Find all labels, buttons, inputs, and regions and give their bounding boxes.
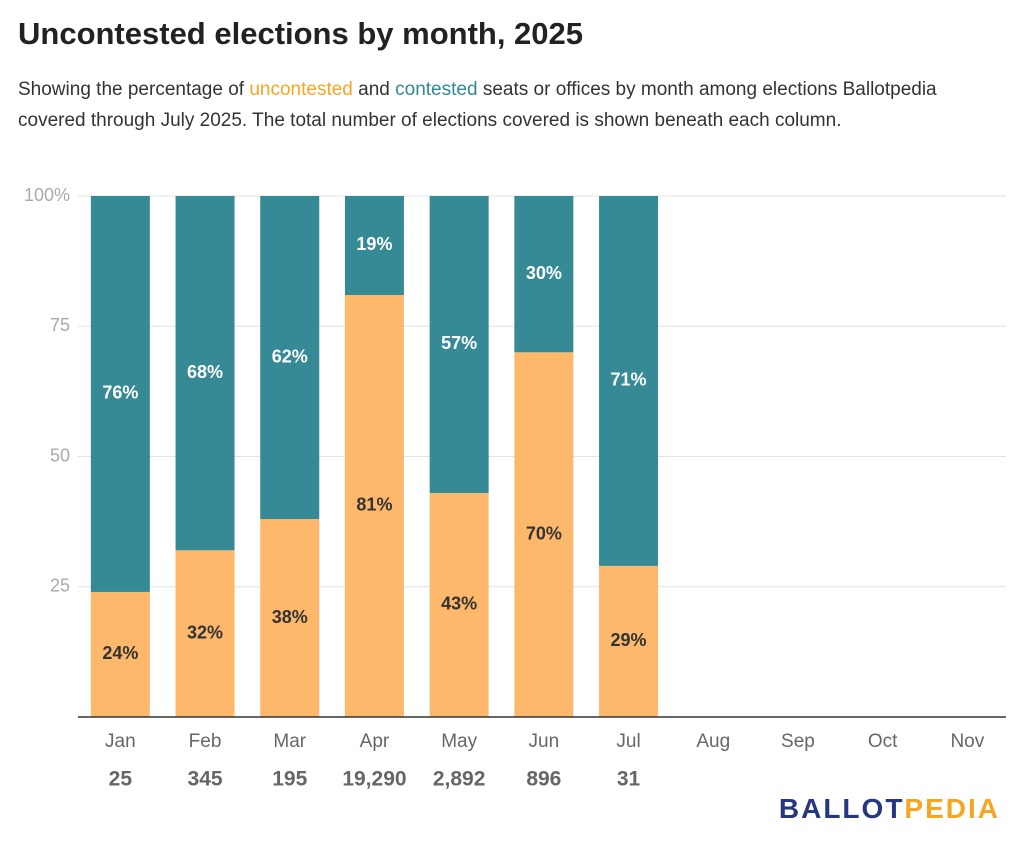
x-tick-label: Jun <box>529 731 560 752</box>
subtitle-text: Showing the percentage of <box>18 79 250 100</box>
bar-segment <box>260 196 320 520</box>
data-label: 32% <box>187 622 223 642</box>
data-label: 19% <box>356 234 392 254</box>
data-label: 71% <box>611 370 647 390</box>
subtitle-text: seats or offices by month among election… <box>18 79 937 131</box>
data-label: 76% <box>102 383 138 403</box>
data-label: 30% <box>526 263 562 283</box>
logo: BALLOTPEDIA <box>779 793 1000 824</box>
logo-part: BALLOT <box>779 793 905 824</box>
data-label: 57% <box>441 333 477 353</box>
logo-part: PEDIA <box>904 793 1000 824</box>
data-label: 29% <box>611 630 647 650</box>
bar-segment <box>90 196 150 592</box>
total-label: 25 <box>109 768 133 791</box>
total-label: 31 <box>617 768 641 791</box>
chart-subtitle: Showing the percentage of uncontested an… <box>18 74 998 136</box>
total-label: 896 <box>526 768 561 791</box>
bar-segment <box>429 492 489 717</box>
y-tick-label: 75 <box>50 315 70 335</box>
bar-segment <box>514 352 574 717</box>
bar-segment <box>514 196 574 353</box>
x-tick-label: Oct <box>868 731 898 752</box>
y-tick-label: 100% <box>24 185 70 205</box>
bar-segment <box>344 196 404 295</box>
bar-segment <box>599 565 659 717</box>
data-label: 70% <box>526 523 562 543</box>
total-label: 19,290 <box>342 768 406 791</box>
x-tick-label: Nov <box>950 731 984 752</box>
data-label: 43% <box>441 594 477 614</box>
data-label: 68% <box>187 362 223 382</box>
x-tick-label: Feb <box>189 731 222 752</box>
subtitle-text: and <box>352 79 396 100</box>
y-tick-label: 25 <box>50 576 70 596</box>
x-tick-label: Apr <box>360 731 390 752</box>
data-label: 38% <box>272 607 308 627</box>
total-label: 195 <box>272 768 307 791</box>
bar-segment <box>344 294 404 717</box>
total-label: 2,892 <box>433 768 486 791</box>
data-label: 62% <box>272 346 308 366</box>
bar-segment <box>175 550 235 717</box>
y-tick-label: 50 <box>50 445 70 465</box>
x-tick-label: Jan <box>105 731 136 752</box>
x-tick-label: Sep <box>781 731 815 752</box>
bar-segment <box>260 519 320 717</box>
subtitle-highlight: contested <box>395 79 478 100</box>
data-label: 24% <box>102 643 138 663</box>
bar-segment <box>175 196 235 551</box>
chart-title: Uncontested elections by month, 2025 <box>18 16 584 51</box>
total-label: 345 <box>188 768 223 791</box>
x-tick-label: Aug <box>696 731 730 752</box>
x-tick-label: May <box>441 731 477 752</box>
bar-segment <box>429 196 489 493</box>
subtitle-highlight: uncontested <box>249 79 353 100</box>
x-tick-label: Mar <box>273 731 306 752</box>
data-label: 81% <box>356 495 392 515</box>
x-tick-label: Jul <box>616 731 640 752</box>
bar-segment <box>90 591 150 717</box>
bar-segment <box>599 196 659 566</box>
